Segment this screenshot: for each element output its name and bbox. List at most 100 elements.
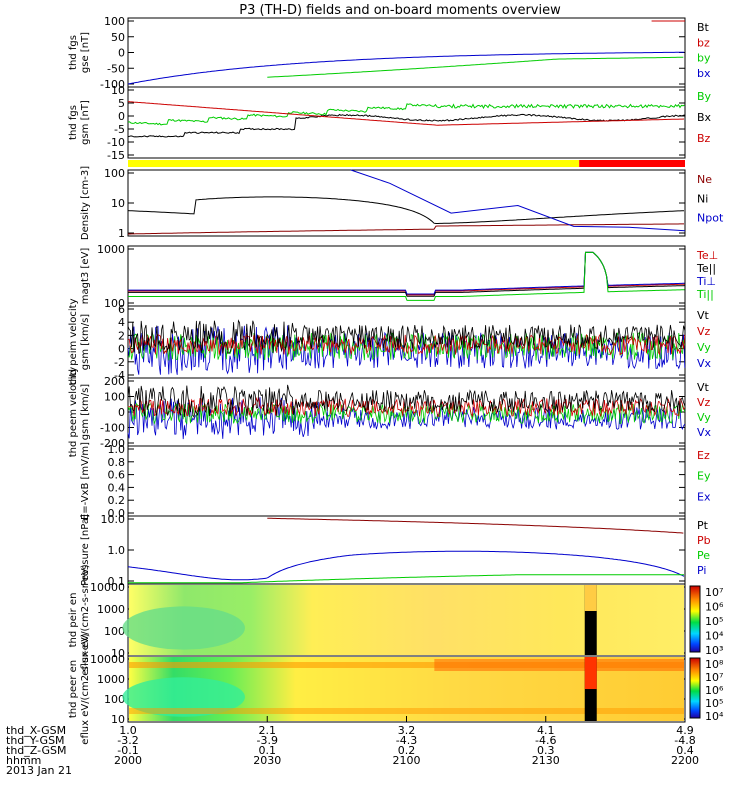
- series-Ti-perp: [128, 251, 685, 295]
- spectrogram-band: [434, 659, 684, 671]
- footer-value: 2200: [671, 754, 699, 767]
- figure-title: P3 (TH-D) fields and on-board moments ov…: [239, 3, 561, 18]
- ytick-label: -100: [100, 78, 125, 91]
- ytick-label: 0.8: [108, 456, 126, 469]
- ytick-label: 10: [111, 647, 125, 660]
- ylabel: thd peir en: [68, 593, 79, 648]
- panel-frame: [127, 17, 686, 88]
- ytick-label: 100: [104, 167, 125, 180]
- colorbar-tick: 10⁵: [705, 697, 723, 710]
- footer-value: -3.9: [257, 734, 278, 747]
- status-bar-red: [579, 160, 685, 167]
- series-bx: [127, 51, 684, 85]
- colorbar-tick: 10⁶: [705, 601, 724, 614]
- series-By: [127, 103, 685, 126]
- legend-Ti⊥: Ti⊥: [696, 275, 716, 288]
- legend-Vx: Vx: [697, 357, 712, 370]
- ytick-label: -2: [114, 356, 125, 369]
- series-Vy: [127, 402, 686, 426]
- ytick-label: 1.0: [108, 544, 126, 557]
- ytick-label: 0.6: [108, 469, 126, 482]
- ytick-label: 4: [118, 316, 125, 329]
- ylabel: eflux eV/(cm2-s-sr-eV): [80, 564, 91, 675]
- legend-Vy: Vy: [697, 341, 711, 354]
- legend-Vz: Vz: [697, 396, 711, 409]
- legend-Pb: Pb: [697, 534, 711, 547]
- panel-frame: [127, 169, 686, 237]
- legend-Ez: Ez: [697, 449, 710, 462]
- colorbar-tick: 10⁷: [705, 586, 723, 599]
- panel-pressure_panel: 10.0 1.0 0.1 Pressure [nPa] Pt Pb Pe Pi: [80, 513, 711, 588]
- legend-Bz: Bz: [697, 132, 711, 145]
- legend-Vz: Vz: [697, 325, 711, 338]
- ylabel: thd peem velocity: [68, 367, 79, 458]
- status-bar-yellow: [128, 160, 580, 167]
- legend-Ni: Ni: [697, 192, 708, 205]
- ytick-label: 0.1: [108, 575, 126, 588]
- series-Ne: [128, 223, 684, 235]
- ytick-label: 10: [111, 84, 125, 97]
- legend-Ey: Ey: [697, 470, 711, 483]
- footer-value: 0.3: [537, 744, 555, 757]
- footer-value: -0.1: [117, 744, 138, 757]
- ytick-label: -50: [107, 62, 125, 75]
- legend-Pt: Pt: [697, 519, 709, 532]
- series-Ti-par: [128, 251, 685, 301]
- ytick-label: 100: [104, 15, 125, 28]
- footer-date: 2013 Jan 21: [6, 764, 72, 777]
- colorbar-tick: 10⁸: [705, 658, 724, 671]
- colorbar: [689, 657, 701, 719]
- ytick-label: 100: [104, 693, 125, 706]
- ylabel: gsm [km/s]: [80, 384, 91, 440]
- series-Ni: [127, 196, 685, 224]
- colorbar-tick: 10⁷: [705, 671, 723, 684]
- spectrogram-gap-top: [584, 585, 597, 611]
- panel-frame: [127, 86, 686, 159]
- footer-layer: thd_X-GSM 1.0 2.1 3.2 4.1 4.9 thd_Y-GSM -3.2 -3.…: [6, 716, 699, 777]
- footer-value: 1.0: [119, 724, 137, 737]
- legend-Bx: Bx: [697, 111, 712, 124]
- series-Pi: [127, 550, 685, 581]
- spectrogram-blob: [122, 677, 245, 717]
- ytick-label: 100: [104, 297, 125, 310]
- ylabel: eflux eV/(cm2-s-sr-eV): [80, 633, 91, 744]
- legend-Te||: Te||: [696, 262, 716, 275]
- ytick-label: 10000: [90, 581, 125, 594]
- ylabel: thd fgs: [68, 105, 79, 140]
- series-by: [267, 56, 684, 78]
- ytick-label: 1: [118, 227, 125, 240]
- ytick-label: 100: [104, 625, 125, 638]
- panel-efield_panel: 1.00.80.60.40.20.0 E=-VxB [mV/m] Ez Ey Ex: [80, 442, 711, 520]
- ytick-label: 0.2: [108, 494, 126, 507]
- ytick-label: -5: [114, 123, 125, 136]
- ytick-label: 10.0: [101, 513, 126, 526]
- legend-Vx: Vx: [697, 426, 712, 439]
- footer-row-label: hhmm: [6, 754, 41, 767]
- series-Vx: [127, 325, 686, 375]
- legend-Bt: Bt: [697, 21, 710, 34]
- colorbar-tick: 10⁵: [705, 615, 723, 628]
- legend-Vt: Vt: [697, 381, 710, 394]
- footer-value: 0.4: [676, 744, 694, 757]
- legend-Pi: Pi: [697, 564, 706, 577]
- ytick-label: 1000: [97, 603, 125, 616]
- ytick-label: 0: [118, 47, 125, 60]
- series-Vz: [127, 396, 686, 418]
- colorbar-tick: 10⁴: [705, 710, 724, 723]
- ytick-label: 1000: [97, 243, 125, 256]
- ylabel: gsm [km/s]: [80, 314, 91, 370]
- footer-value: -4.6: [535, 734, 556, 747]
- legend-bx: bx: [697, 67, 711, 80]
- series-Vt: [127, 384, 686, 419]
- ytick-label: 1.0: [108, 443, 126, 456]
- ytick-label: 0: [118, 406, 125, 419]
- ylabel: magt3 [eV]: [80, 248, 91, 305]
- legend-Vy: Vy: [697, 411, 711, 424]
- footer-value: 2130: [532, 754, 560, 767]
- spectrogram-blob: [122, 606, 245, 650]
- spectrogram-gap-top: [584, 657, 597, 689]
- ytick-label: 10000: [90, 653, 125, 666]
- series-Vt: [127, 319, 686, 354]
